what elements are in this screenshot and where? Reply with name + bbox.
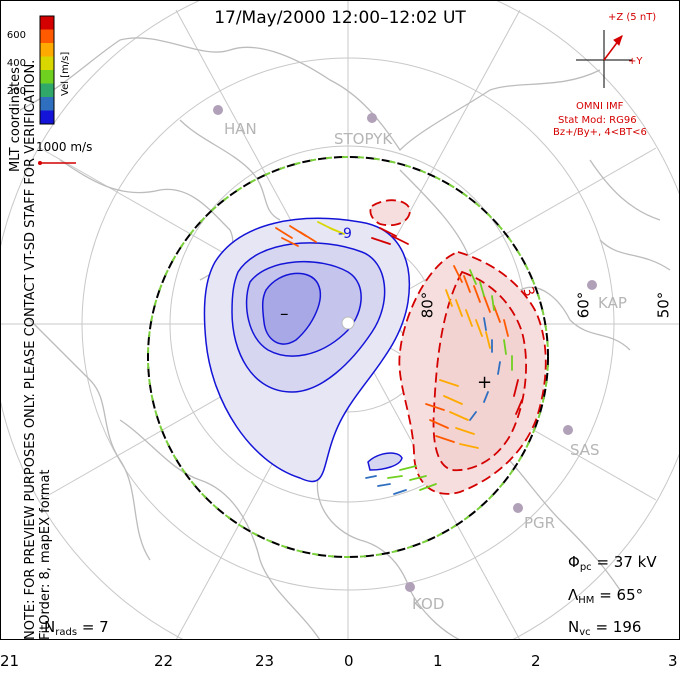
station-pgr: PGR xyxy=(524,514,556,532)
stat-n-vc: Nvc = 196 xyxy=(568,618,642,638)
colorbar-segment xyxy=(40,56,54,71)
mlt-hour-21: 21 xyxy=(0,652,20,670)
station-kap: KAP xyxy=(598,294,627,312)
vector-scale-label: 1000 m/s xyxy=(36,140,93,154)
imf-source: OMNI IMF xyxy=(576,101,624,112)
station-markers xyxy=(213,105,597,592)
stat-lambda-hm: ΛHM = 65° xyxy=(568,586,644,606)
colorbar-segment xyxy=(40,97,54,111)
colorbar-segment xyxy=(40,70,54,84)
colorbar-label: Vel [m/s] xyxy=(60,51,71,96)
potential-max-symbol: + xyxy=(477,372,493,393)
mlt-hour-1: 1 xyxy=(433,652,443,670)
stat-n-rads: Nrads = 7 xyxy=(44,618,109,638)
colorbar-tick-600: 600 xyxy=(6,30,26,41)
mlt-hour-0: 0 xyxy=(344,652,354,670)
coordinates-label: MLT coordinates xyxy=(8,67,23,172)
stat-phi-pc: Φpc = 37 kV xyxy=(568,553,657,573)
station-kod: KOD xyxy=(412,595,445,613)
latitude-label-50: 50° xyxy=(654,291,673,319)
map-title: 17/May/2000 12:00–12:02 UT xyxy=(214,8,466,28)
heppner-maynard-boundary xyxy=(147,156,549,558)
colorbar-segment xyxy=(40,29,54,44)
negative-potential-cell xyxy=(203,217,411,483)
mlt-hour-22: 22 xyxy=(154,652,174,670)
colorbar-segment xyxy=(40,16,54,30)
latitude-label-60: 60° xyxy=(574,291,593,319)
imf-y-label: +Y xyxy=(628,56,643,67)
colorbar xyxy=(39,15,55,125)
station-stopyk: STOPYK xyxy=(334,130,393,148)
imf-z-label: +Z (5 nT) xyxy=(608,12,657,23)
station-sas: SAS xyxy=(570,441,600,459)
imf-model: Stat Mod: RG96 xyxy=(558,115,637,126)
station-han: HAN xyxy=(224,120,257,138)
mlt-hour-2: 2 xyxy=(531,652,541,670)
latitude-label-80: 80° xyxy=(418,291,437,319)
colorbar-segment xyxy=(40,83,54,98)
colorbar-segment xyxy=(40,110,54,125)
mlt-hour-3: 3 xyxy=(668,652,678,670)
imf-condition: Bz+/By+, 4<BT<6 xyxy=(553,127,647,138)
velocity-vectors xyxy=(275,221,523,495)
colorbar-frame xyxy=(39,15,55,125)
colorbar-tick-400: 400 xyxy=(6,58,26,69)
potential-min-symbol: – xyxy=(280,304,289,324)
colorbar-tick-200: 200 xyxy=(6,86,26,97)
mlt-hour-23: 23 xyxy=(255,652,275,670)
contour-label-minus: -9 xyxy=(338,226,352,242)
vector-scale-marker xyxy=(38,161,76,165)
magnetic-pole xyxy=(341,316,355,330)
colorbar-segment xyxy=(40,43,54,57)
positive-potential-cell xyxy=(369,199,547,495)
imf-clock-dial xyxy=(576,30,632,88)
